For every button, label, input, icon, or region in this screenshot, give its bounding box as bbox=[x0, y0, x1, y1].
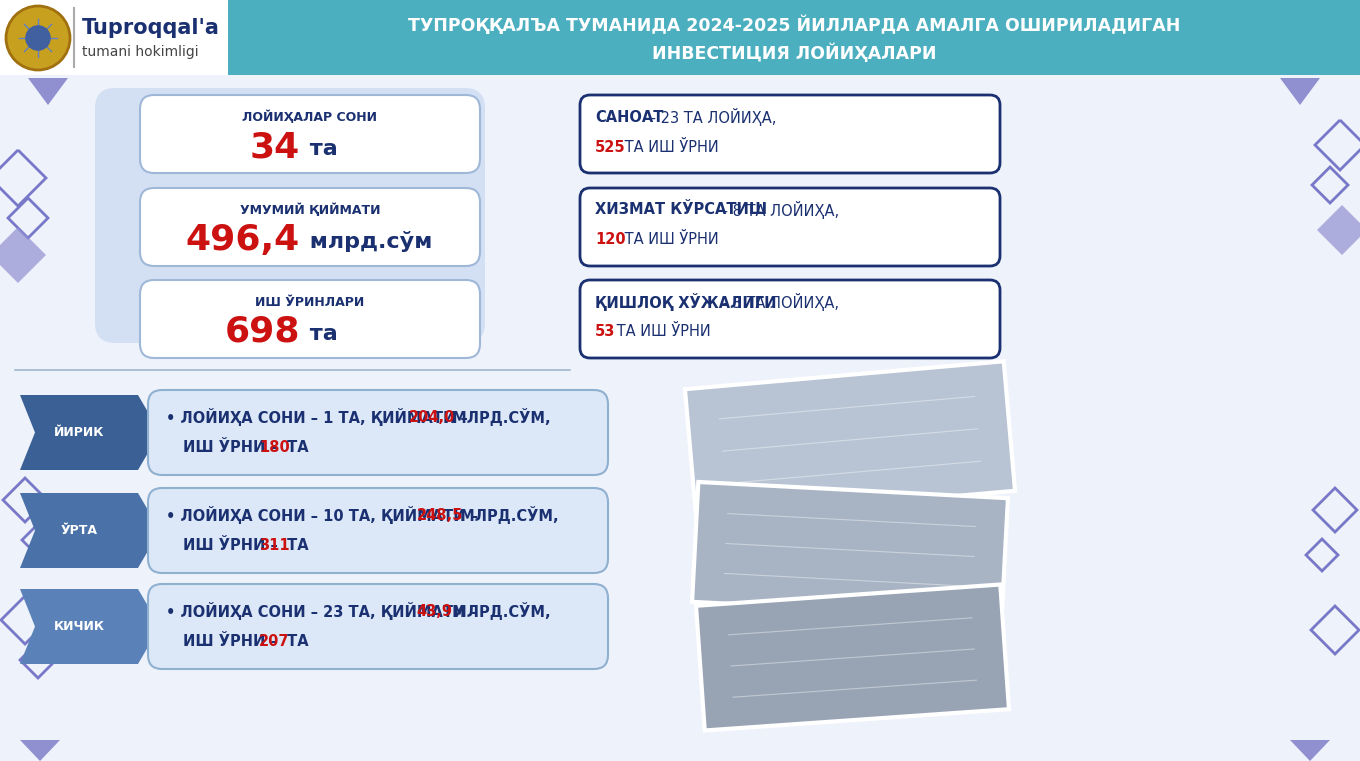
FancyBboxPatch shape bbox=[148, 584, 608, 669]
Text: УМУМИЙ ҚИЙМАТИ: УМУМИЙ ҚИЙМАТИ bbox=[239, 203, 381, 217]
Polygon shape bbox=[1280, 78, 1321, 105]
FancyBboxPatch shape bbox=[140, 188, 480, 266]
Polygon shape bbox=[1291, 740, 1330, 761]
Text: 698: 698 bbox=[224, 315, 301, 349]
Text: млрд.сўм: млрд.сўм bbox=[302, 231, 432, 253]
Bar bbox=[696, 584, 1009, 731]
Text: ТА: ТА bbox=[282, 539, 309, 553]
FancyBboxPatch shape bbox=[579, 280, 1000, 358]
Text: 496,4: 496,4 bbox=[186, 223, 301, 257]
Text: ИШ ЎРНИ –: ИШ ЎРНИ – bbox=[184, 635, 283, 649]
Text: САНОАТ: САНОАТ bbox=[596, 110, 664, 125]
Text: 248,5: 248,5 bbox=[416, 508, 464, 523]
Text: ХИЗМАТ КЎРСАТИШ: ХИЗМАТ КЎРСАТИШ bbox=[596, 202, 767, 218]
Polygon shape bbox=[20, 589, 160, 664]
Text: tumani hokimligi: tumani hokimligi bbox=[82, 45, 199, 59]
Text: та: та bbox=[302, 139, 337, 159]
Text: 180: 180 bbox=[258, 441, 290, 456]
Text: ТА: ТА bbox=[282, 635, 309, 649]
Text: ТУПРОҚҚАЛЪА ТУМАНИДА 2024-2025 ЙИЛЛАРДА АМАЛГА ОШИРИЛАДИГАН: ТУПРОҚҚАЛЪА ТУМАНИДА 2024-2025 ЙИЛЛАРДА … bbox=[408, 15, 1180, 35]
Bar bbox=[228, 0, 1360, 75]
Text: МЛРД.СЎМ,: МЛРД.СЎМ, bbox=[454, 506, 559, 524]
Text: - 8 ТА ЛОЙИҲА,: - 8 ТА ЛОЙИҲА, bbox=[718, 201, 839, 219]
Text: ИНВЕСТИЦИЯ ЛОЙИҲАЛАРИ: ИНВЕСТИЦИЯ ЛОЙИҲАЛАРИ bbox=[651, 43, 936, 62]
Polygon shape bbox=[0, 227, 46, 283]
Text: ИШ ЎРИНЛАРИ: ИШ ЎРИНЛАРИ bbox=[256, 295, 364, 308]
Text: - 3 ТА ЛОЙИҲА,: - 3 ТА ЛОЙИҲА, bbox=[718, 293, 839, 311]
FancyBboxPatch shape bbox=[579, 188, 1000, 266]
Text: КИЧИК: КИЧИК bbox=[53, 620, 105, 633]
Text: – 23 ТА ЛОЙИҲА,: – 23 ТА ЛОЙИҲА, bbox=[645, 108, 777, 126]
Text: ИШ ЎРНИ –: ИШ ЎРНИ – bbox=[184, 539, 283, 553]
Polygon shape bbox=[20, 740, 60, 761]
FancyBboxPatch shape bbox=[140, 280, 480, 358]
Text: ҚИШЛОҚ ХЎЖАЛИГИ: ҚИШЛОҚ ХЎЖАЛИГИ bbox=[596, 293, 777, 311]
Text: ТА ИШ ЎРНИ: ТА ИШ ЎРНИ bbox=[620, 139, 719, 154]
Text: 311: 311 bbox=[258, 539, 290, 553]
Text: 43,9: 43,9 bbox=[416, 603, 453, 619]
Text: ИШ ЎРНИ –: ИШ ЎРНИ – bbox=[184, 441, 283, 456]
Text: 53: 53 bbox=[596, 324, 615, 339]
FancyBboxPatch shape bbox=[148, 390, 608, 475]
Text: ЛОЙИҲАЛАР СОНИ: ЛОЙИҲАЛАР СОНИ bbox=[242, 110, 378, 124]
Text: 34: 34 bbox=[250, 130, 301, 164]
Text: ЙИРИК: ЙИРИК bbox=[54, 426, 105, 439]
Text: ТА: ТА bbox=[282, 441, 309, 456]
Circle shape bbox=[5, 6, 69, 70]
Text: МЛРД.СЎМ,: МЛРД.СЎМ, bbox=[447, 602, 551, 620]
Text: 525: 525 bbox=[596, 139, 626, 154]
Text: Tuproqqal'a: Tuproqqal'a bbox=[82, 18, 220, 38]
Bar bbox=[685, 361, 1015, 519]
Circle shape bbox=[26, 25, 50, 51]
Text: 207: 207 bbox=[258, 635, 290, 649]
Bar bbox=[0, 0, 228, 75]
Text: ТА ИШ ЎРНИ: ТА ИШ ЎРНИ bbox=[620, 233, 719, 247]
Text: • ЛОЙИҲА СОНИ – 23 ТА, ҚИЙМАТИ –: • ЛОЙИҲА СОНИ – 23 ТА, ҚИЙМАТИ – bbox=[166, 602, 483, 620]
Text: МЛРД.СЎМ,: МЛРД.СЎМ, bbox=[447, 408, 551, 426]
FancyBboxPatch shape bbox=[95, 88, 486, 343]
FancyBboxPatch shape bbox=[148, 488, 608, 573]
Text: • ЛОЙИҲА СОНИ – 1 ТА, ҚИЙМАТИ –: • ЛОЙИҲА СОНИ – 1 ТА, ҚИЙМАТИ – bbox=[166, 408, 473, 426]
Bar bbox=[692, 482, 1008, 618]
Polygon shape bbox=[1316, 205, 1360, 255]
Polygon shape bbox=[29, 78, 68, 105]
FancyBboxPatch shape bbox=[579, 95, 1000, 173]
Text: ТА ИШ ЎРНИ: ТА ИШ ЎРНИ bbox=[612, 324, 711, 339]
FancyBboxPatch shape bbox=[140, 95, 480, 173]
Text: • ЛОЙИҲА СОНИ – 10 ТА, ҚИЙМАТИ –: • ЛОЙИҲА СОНИ – 10 ТА, ҚИЙМАТИ – bbox=[166, 506, 483, 524]
Text: 120: 120 bbox=[596, 233, 626, 247]
Text: ЎРТА: ЎРТА bbox=[60, 524, 98, 537]
Text: та: та bbox=[302, 324, 337, 344]
Polygon shape bbox=[20, 493, 160, 568]
Text: 204,0: 204,0 bbox=[409, 409, 456, 425]
Polygon shape bbox=[20, 395, 160, 470]
